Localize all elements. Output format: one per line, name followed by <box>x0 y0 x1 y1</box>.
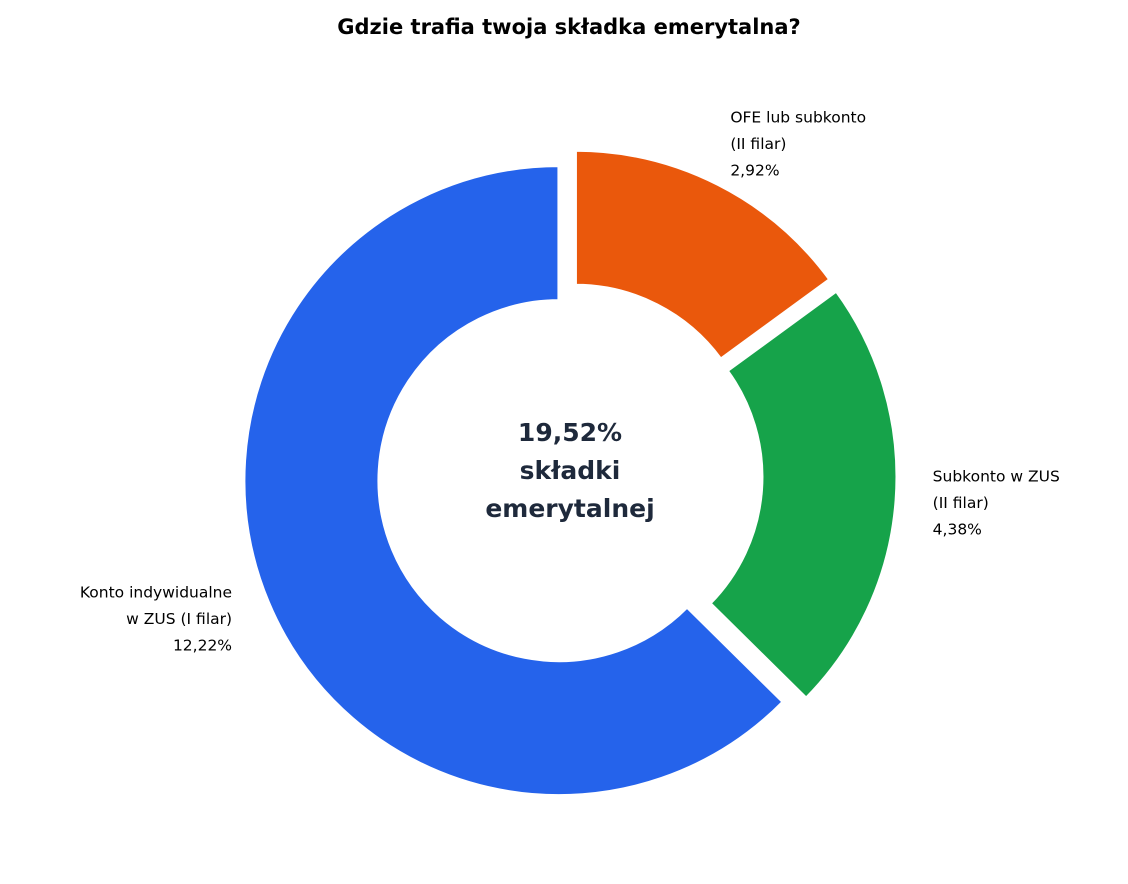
center-label: składki <box>520 456 621 485</box>
slice-label: 2,92% <box>730 162 779 180</box>
donut-slice <box>573 148 832 362</box>
chart-title: Gdzie trafia twoja składka emerytalna? <box>337 15 800 39</box>
slice-label: (II filar) <box>933 494 989 512</box>
center-label: 19,52% <box>518 418 622 447</box>
slice-label: 4,38% <box>933 520 982 538</box>
slice-label: (II filar) <box>730 135 786 153</box>
slice-label: w ZUS (I filar) <box>126 610 232 628</box>
slice-label: OFE lub subkonto <box>730 109 866 127</box>
slice-label: 12,22% <box>173 636 232 654</box>
slice-label: Subkonto w ZUS <box>933 467 1060 485</box>
slice-label: Konto indywidualne <box>80 583 232 601</box>
donut-slice <box>242 164 786 798</box>
donut-slice <box>707 288 899 701</box>
center-label: emerytalnej <box>485 494 654 523</box>
